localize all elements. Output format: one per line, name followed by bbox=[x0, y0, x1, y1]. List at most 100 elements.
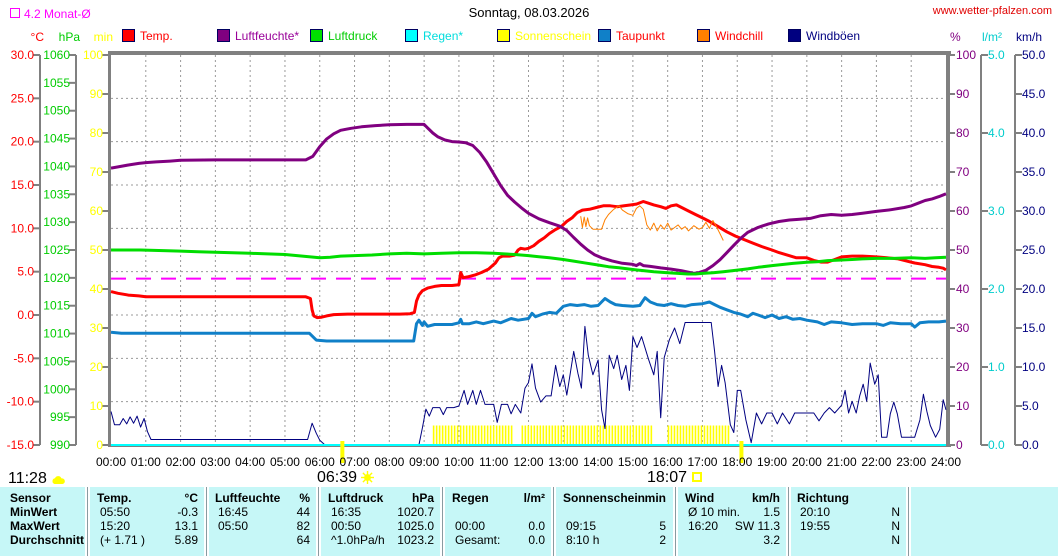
weather-chart: 30.0 25.0 20.0 15.0 10.0 5.0 0.0 -5.0 -10.0 -15.0… bbox=[7, 48, 1046, 469]
table-header-cell: Luftfeuchte bbox=[215, 491, 281, 505]
hour-label: 09:00 bbox=[409, 455, 439, 469]
humidity-axis-tick-label: 40 bbox=[956, 282, 970, 296]
wind-axis: 50.0 45.0 40.0 35.0 30.0 25.0 20.0 15.0 10.0 5.0 0… bbox=[1014, 48, 1046, 452]
sun-icon bbox=[361, 471, 375, 489]
sunshine-bars bbox=[432, 425, 730, 445]
pressure-axis-tick-label: 1045 bbox=[43, 132, 70, 146]
month-average-label: 4.2 Monat-Ø bbox=[10, 7, 91, 21]
table-header-cell: Richtung bbox=[797, 491, 849, 505]
legend-item-pressure: Luftdruck bbox=[310, 29, 377, 43]
hour-label: 17:00 bbox=[687, 455, 717, 469]
wind-axis-tick-label: 5.0 bbox=[1022, 399, 1039, 413]
table-header-cell: Durchschnitt bbox=[10, 533, 85, 547]
table-value-cell: N bbox=[891, 533, 900, 547]
hour-label: 15:00 bbox=[618, 455, 648, 469]
hour-label: 16:00 bbox=[653, 455, 683, 469]
pressure-legend-label: Luftdruck bbox=[328, 29, 378, 43]
temp-axis-tick-label: 25.0 bbox=[11, 91, 35, 105]
wind-axis-tick-label: 30.0 bbox=[1022, 204, 1046, 218]
hour-label: 01:00 bbox=[131, 455, 161, 469]
temp-axis-tick-label: 5.0 bbox=[17, 265, 34, 279]
series-pressure-line bbox=[111, 248, 947, 276]
sunrise-marker: 06:39 bbox=[317, 469, 375, 489]
rain-axis-tick-label: 5.0 bbox=[988, 48, 1005, 62]
table-header-cell: km/h bbox=[751, 491, 780, 505]
sunrise-tick bbox=[340, 441, 345, 463]
temp-axis: 30.0 25.0 20.0 15.0 10.0 5.0 0.0 -5.0 -10.0 -15.0 bbox=[7, 48, 41, 452]
hour-label: 00:00 bbox=[96, 455, 126, 469]
wind-axis-tick-label: 15.0 bbox=[1022, 321, 1046, 335]
page-title: Sonntag, 08.03.2026 bbox=[468, 5, 590, 20]
sunrise-time-label: 06:39 bbox=[317, 469, 358, 486]
table-value-cell: 13.1 bbox=[174, 519, 198, 533]
hour-label: 19:00 bbox=[757, 455, 787, 469]
wind-axis-tick-label: 0.0 bbox=[1022, 438, 1039, 452]
rain-legend-swatch-icon bbox=[405, 29, 418, 42]
gusts-legend-swatch-icon bbox=[788, 29, 801, 42]
pressure-axis-tick-label: 1025 bbox=[43, 243, 70, 257]
table-header-cell: Wind bbox=[685, 491, 715, 505]
temp-axis-tick-label: 0.0 bbox=[17, 308, 34, 322]
humidity-axis-tick-label: 30 bbox=[956, 321, 970, 335]
table-column-separator bbox=[440, 487, 445, 556]
table-column-separator bbox=[85, 487, 90, 556]
wind-axis-unit-label: km/h bbox=[1016, 30, 1043, 44]
sunshine-axis-tick-label: 90 bbox=[90, 87, 104, 101]
hour-label: 20:00 bbox=[792, 455, 822, 469]
table-column-separator bbox=[786, 487, 791, 556]
sunshine-axis-tick-label: 0 bbox=[96, 438, 103, 452]
wind-axis-tick-label: 20.0 bbox=[1022, 282, 1046, 296]
temp-axis-tick-label: -10.0 bbox=[7, 395, 35, 409]
legend-item-gusts: Windböen bbox=[788, 29, 860, 43]
table-value-cell: 1.5 bbox=[763, 505, 780, 519]
rain-axis: 5.0 4.0 3.0 2.0 1.0 0.0 bbox=[980, 48, 1005, 452]
table-value-cell: N bbox=[891, 505, 900, 519]
sunset-tick bbox=[739, 441, 744, 463]
table-value-cell: 1023.2 bbox=[397, 533, 434, 547]
rain-legend-label: Regen* bbox=[423, 29, 464, 43]
wind-axis-tick-label: 10.0 bbox=[1022, 360, 1046, 374]
table-value-cell: 09:15 bbox=[566, 519, 597, 533]
humidity-axis-tick-label: 0 bbox=[956, 438, 963, 452]
sunshine-axis-tick-label: 40 bbox=[90, 282, 104, 296]
humidity-axis-tick-label: 80 bbox=[956, 126, 970, 140]
pressure-axis-tick-label: 995 bbox=[50, 410, 70, 424]
sunshine-axis-tick-label: 20 bbox=[90, 360, 104, 374]
table-value-cell: ^1.0hPa/h bbox=[331, 533, 385, 547]
hour-label: 08:00 bbox=[374, 455, 404, 469]
humidity-axis-tick-label: 90 bbox=[956, 87, 970, 101]
current-time-label: 11:28 bbox=[8, 470, 47, 487]
sunshine-axis-tick-label: 60 bbox=[90, 204, 104, 218]
table-column-separator bbox=[316, 487, 321, 556]
table-column-separator bbox=[551, 487, 556, 556]
sunshine-axis-tick-label: 70 bbox=[90, 165, 104, 179]
temp-axis-tick-label: -5.0 bbox=[13, 351, 34, 365]
sunshine-legend-swatch-icon bbox=[497, 29, 510, 42]
table-value-cell: Gesamt: bbox=[455, 533, 501, 547]
humidity-axis-tick-label: 20 bbox=[956, 360, 970, 374]
sunshine-axis-tick-label: 100 bbox=[83, 48, 103, 62]
table-value-cell: 15:20 bbox=[100, 519, 131, 533]
table-column-separator bbox=[673, 487, 678, 556]
rain-axis-tick-label: 3.0 bbox=[988, 204, 1005, 218]
temp-axis-tick-label: 10.0 bbox=[11, 221, 35, 235]
table-value-cell: 05:50 bbox=[100, 505, 131, 519]
rain-axis-tick-label: 2.0 bbox=[988, 282, 1005, 296]
sunshine-axis-tick-label: 10 bbox=[90, 399, 104, 413]
table-value-cell: 05:50 bbox=[218, 519, 249, 533]
rain-axis-unit-label: l/m² bbox=[982, 30, 1002, 44]
website-link[interactable]: www.wetter-pfalzen.com bbox=[932, 5, 1052, 17]
sunshine-axis-tick-label: 50 bbox=[90, 243, 104, 257]
sunset-marker: 18:07 bbox=[647, 469, 703, 487]
table-header-cell: Sensor bbox=[10, 491, 51, 505]
legend-item-sunshine: Sonnenschein bbox=[497, 29, 591, 43]
table-value-cell: 16:35 bbox=[331, 505, 362, 519]
temp-axis-tick-label: 30.0 bbox=[11, 48, 35, 62]
humidity-axis-tick-label: 10 bbox=[956, 399, 970, 413]
table-value-cell: 2 bbox=[659, 533, 666, 547]
sunshine-legend-label: Sonnenschein bbox=[515, 29, 592, 43]
table-value-cell: 19:55 bbox=[800, 519, 831, 533]
current-time-marker: 11:28 bbox=[8, 470, 66, 490]
table-header-cell: Luftdruck bbox=[328, 491, 384, 505]
